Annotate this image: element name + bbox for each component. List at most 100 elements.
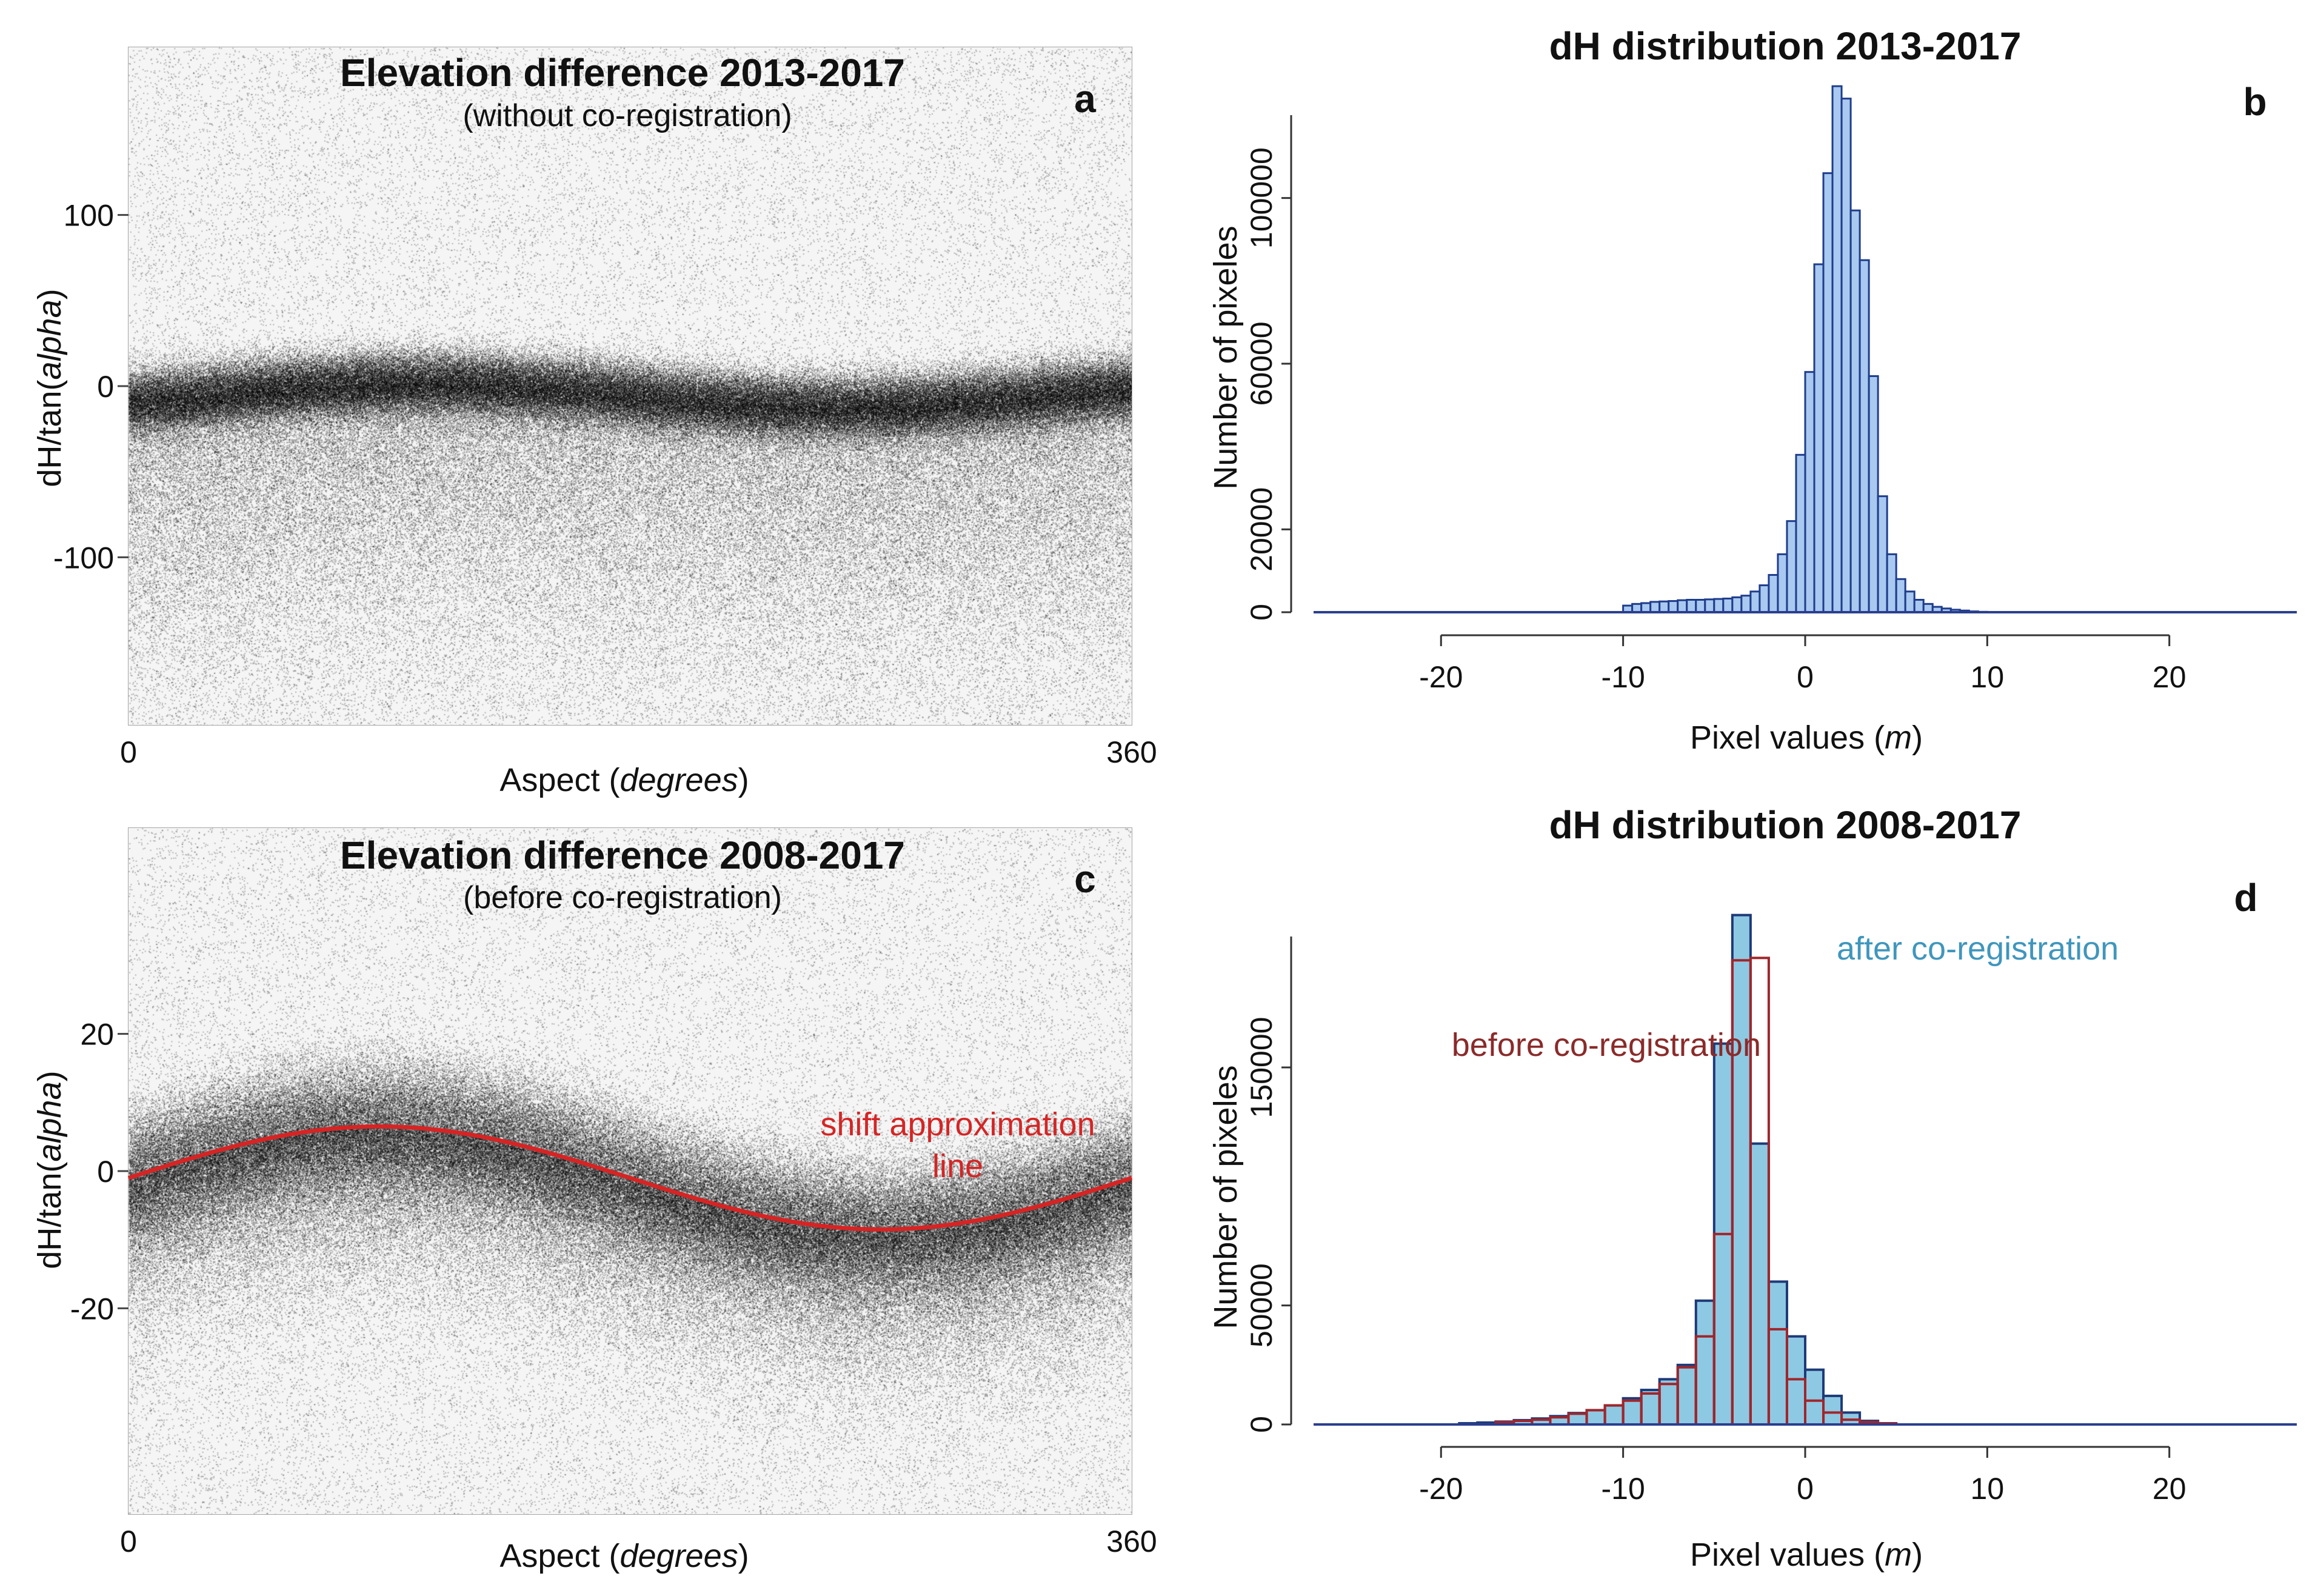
y-tick-label: 100	[64, 199, 114, 233]
histogram-bar-after	[1767, 1280, 1788, 1426]
x-tick-label: -10	[1601, 1472, 1645, 1506]
histogram-bar	[1868, 375, 1879, 613]
x-tick-label: 0	[120, 735, 137, 769]
histogram-bar	[1749, 590, 1761, 613]
y-tick-label: 20	[80, 1018, 114, 1052]
x-tick-label: -20	[1419, 660, 1463, 694]
panel-a-subtitle: (without co-registration)	[463, 98, 792, 133]
histogram-bar	[1913, 599, 1925, 613]
panel-c-subtitle: (before co-registration)	[463, 880, 782, 915]
x-tick-label: 360	[1106, 1524, 1157, 1558]
histogram-bar	[1640, 602, 1652, 613]
histogram-bar	[1813, 263, 1825, 613]
panel-c: 20 0 -20 0 360 Elevation difference 2008-201…	[32, 827, 1157, 1574]
panel-c-letter: c	[1074, 857, 1096, 901]
panel-a-y-axis-label: dH/tan(alpha)	[32, 289, 68, 487]
histogram-bar	[1849, 209, 1861, 613]
x-tick-label: 360	[1106, 735, 1157, 769]
y-tick-label: 150000	[1244, 1017, 1278, 1118]
histogram-bar	[1822, 172, 1834, 613]
y-tick-label: 0	[1244, 1416, 1278, 1433]
panel-c-axis-ticks: 20 0 -20 0 360	[70, 1018, 1157, 1558]
x-tick-label: 0	[1797, 1472, 1814, 1506]
panel-a-scatter-points	[129, 47, 1132, 725]
panel-d: dH distribution 2008-2017 d 0 50000 150000…	[1207, 803, 2297, 1573]
y-tick-label: 0	[97, 370, 114, 404]
histogram-bar	[1877, 495, 1888, 613]
panel-d-x-axis-label: Pixel values (m)	[1690, 1537, 1923, 1573]
panel-b-title: dH distribution 2013-2017	[1549, 24, 2022, 68]
histogram-bar-after	[1585, 1409, 1606, 1426]
x-tick-label: 20	[2153, 660, 2186, 694]
y-tick-label: 100000	[1244, 147, 1278, 249]
panel-b-y-axis-label: Number of pixeles	[1207, 225, 1244, 489]
histogram-bar	[1713, 598, 1725, 613]
histogram-bar	[1859, 259, 1870, 613]
panel-d-after-label: after co-registration	[1837, 930, 2119, 967]
panel-a-title: Elevation difference 2013-2017	[340, 51, 905, 95]
panel-d-axes: 0 50000 150000 -20 -10 0 10 20	[1244, 937, 2297, 1506]
panel-d-before-label: before co-registration	[1452, 1027, 1761, 1063]
histogram-bar-after	[1731, 913, 1752, 1426]
histogram-bar	[1649, 601, 1661, 613]
histogram-bar	[1804, 371, 1815, 613]
histogram-bar	[1786, 520, 1797, 613]
panel-a-x-axis-label: Aspect (degrees)	[499, 762, 749, 798]
histogram-bar	[1795, 453, 1806, 613]
histogram-bar	[1722, 597, 1734, 613]
histogram-bar-after	[1640, 1389, 1661, 1426]
histogram-bar	[1831, 85, 1843, 613]
panel-c-annotation-line2: line	[932, 1148, 983, 1184]
x-tick-label: 20	[2153, 1472, 2186, 1506]
y-tick-label: 0	[97, 1155, 114, 1189]
panel-b: dH distribution 2013-2017 b 0 20000 60000 1…	[1207, 24, 2297, 756]
x-tick-label: 0	[1797, 660, 1814, 694]
panel-a-axis-ticks: 100 0 -100 0 360	[53, 199, 1157, 769]
histogram-bar	[1895, 578, 1906, 613]
panel-c-x-axis-label: Aspect (degrees)	[499, 1538, 749, 1574]
histogram-bar-after	[1676, 1363, 1697, 1426]
panel-b-letter: b	[2243, 80, 2266, 124]
histogram-bar	[1922, 603, 1934, 613]
panel-b-x-axis-label: Pixel values (m)	[1690, 720, 1923, 756]
histogram-bar-after	[1694, 1299, 1715, 1426]
histogram-bar-after	[1658, 1378, 1679, 1426]
histogram-bar	[1658, 600, 1670, 613]
panel-d-bars	[1458, 913, 1898, 1426]
histogram-bar	[1777, 553, 1788, 613]
histogram-bar	[1759, 584, 1770, 613]
histogram-bar-after	[1804, 1368, 1825, 1426]
x-tick-label: -20	[1419, 1472, 1463, 1506]
panel-d-y-axis-label: Number of pixeles	[1207, 1065, 1244, 1329]
y-tick-label: 60000	[1244, 321, 1278, 406]
histogram-bar-after	[1622, 1397, 1643, 1426]
x-tick-label: 10	[1971, 660, 2005, 694]
histogram-bar	[1886, 553, 1897, 613]
panel-a: 100 0 -100 0 360 Elevation difference 2013-2…	[32, 47, 1157, 798]
histogram-bar	[1840, 98, 1852, 613]
histogram-bar	[1677, 599, 1688, 613]
y-tick-label: -100	[53, 541, 114, 575]
panel-b-axes: 0 20000 60000 100000 -20 -10 0 10 20	[1244, 115, 2297, 694]
histogram-bar-after	[1749, 1142, 1770, 1426]
histogram-bar	[1631, 603, 1643, 613]
x-tick-label: 10	[1971, 1472, 2005, 1506]
histogram-bar	[1731, 596, 1743, 613]
panel-c-shift-approximation-curve	[127, 1124, 1133, 1232]
y-tick-label: 50000	[1244, 1263, 1278, 1347]
y-tick-label: 20000	[1244, 487, 1278, 572]
panel-c-y-axis-label: dH/tan(alpha)	[32, 1070, 68, 1269]
histogram-bar	[1686, 599, 1697, 613]
panel-d-title: dH distribution 2008-2017	[1549, 803, 2022, 847]
histogram-bar	[1740, 595, 1752, 613]
panel-c-scatter-points	[129, 828, 1132, 1514]
x-tick-label: 0	[120, 1524, 137, 1558]
histogram-bar	[1668, 600, 1679, 613]
panel-c-annotation-line1: shift approximation	[820, 1106, 1095, 1143]
histogram-bar	[1768, 574, 1779, 613]
y-tick-label: -20	[70, 1292, 114, 1326]
histogram-bar-after	[1822, 1394, 1843, 1426]
histogram-bar-after	[1603, 1404, 1625, 1426]
y-tick-label: 0	[1244, 604, 1278, 621]
